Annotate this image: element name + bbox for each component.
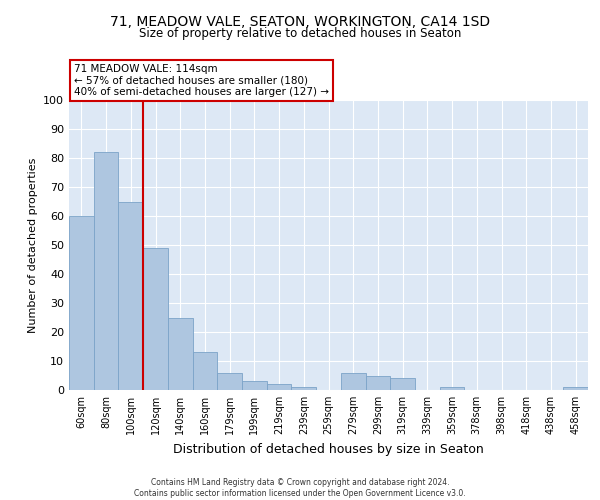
Bar — [341, 372, 365, 390]
Bar — [267, 384, 292, 390]
Bar — [292, 387, 316, 390]
Bar — [440, 387, 464, 390]
Text: 71 MEADOW VALE: 114sqm
← 57% of detached houses are smaller (180)
40% of semi-de: 71 MEADOW VALE: 114sqm ← 57% of detached… — [74, 64, 329, 97]
Text: Contains HM Land Registry data © Crown copyright and database right 2024.
Contai: Contains HM Land Registry data © Crown c… — [134, 478, 466, 498]
Bar — [193, 352, 217, 390]
X-axis label: Distribution of detached houses by size in Seaton: Distribution of detached houses by size … — [173, 442, 484, 456]
Text: Size of property relative to detached houses in Seaton: Size of property relative to detached ho… — [139, 28, 461, 40]
Bar — [143, 248, 168, 390]
Bar — [168, 318, 193, 390]
Text: 71, MEADOW VALE, SEATON, WORKINGTON, CA14 1SD: 71, MEADOW VALE, SEATON, WORKINGTON, CA1… — [110, 15, 490, 29]
Bar — [563, 387, 588, 390]
Bar — [217, 372, 242, 390]
Bar — [69, 216, 94, 390]
Bar — [118, 202, 143, 390]
Y-axis label: Number of detached properties: Number of detached properties — [28, 158, 38, 332]
Bar — [365, 376, 390, 390]
Bar — [242, 382, 267, 390]
Bar — [390, 378, 415, 390]
Bar — [94, 152, 118, 390]
